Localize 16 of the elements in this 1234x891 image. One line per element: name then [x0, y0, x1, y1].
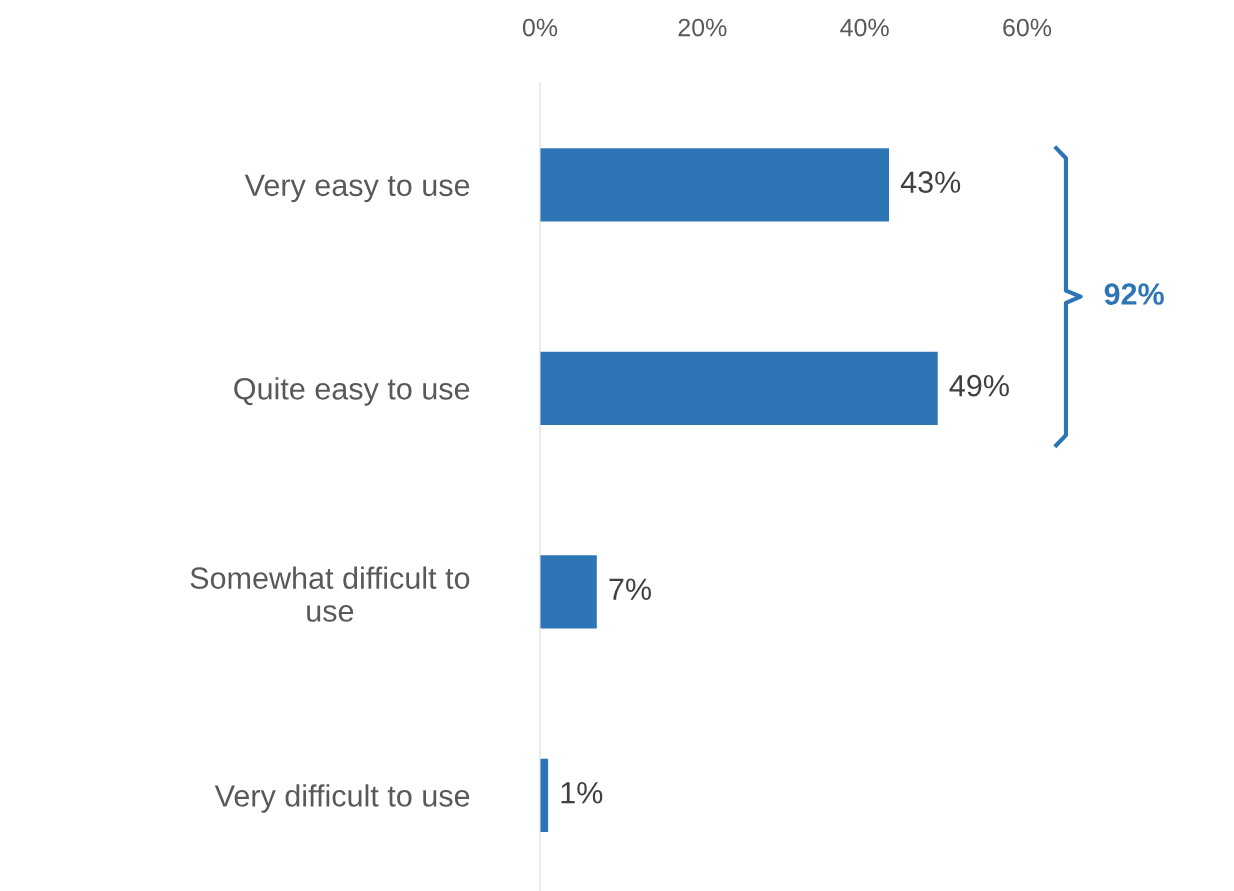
- data-label: 43%: [900, 171, 961, 193]
- x-tick-label: 60%: [1003, 18, 1052, 37]
- bar: [540, 555, 597, 629]
- x-tick-label: 20%: [678, 18, 727, 37]
- y-tick-label: Very difficult to use: [214, 784, 470, 813]
- data-label: 49%: [949, 374, 1009, 397]
- y-tick-label: Quite easy to use: [234, 377, 470, 406]
- y-tick-label: Somewhat difficult to use: [190, 566, 470, 622]
- bar: [540, 351, 938, 425]
- data-label: 7%: [609, 578, 651, 600]
- x-tick-label: 40%: [840, 18, 889, 37]
- x-tick-label: 0%: [522, 18, 558, 37]
- bar: [540, 148, 890, 222]
- data-label: 1%: [561, 782, 603, 804]
- y-tick-label: Very easy to use: [244, 174, 470, 203]
- text: 92%: [1104, 283, 1164, 305]
